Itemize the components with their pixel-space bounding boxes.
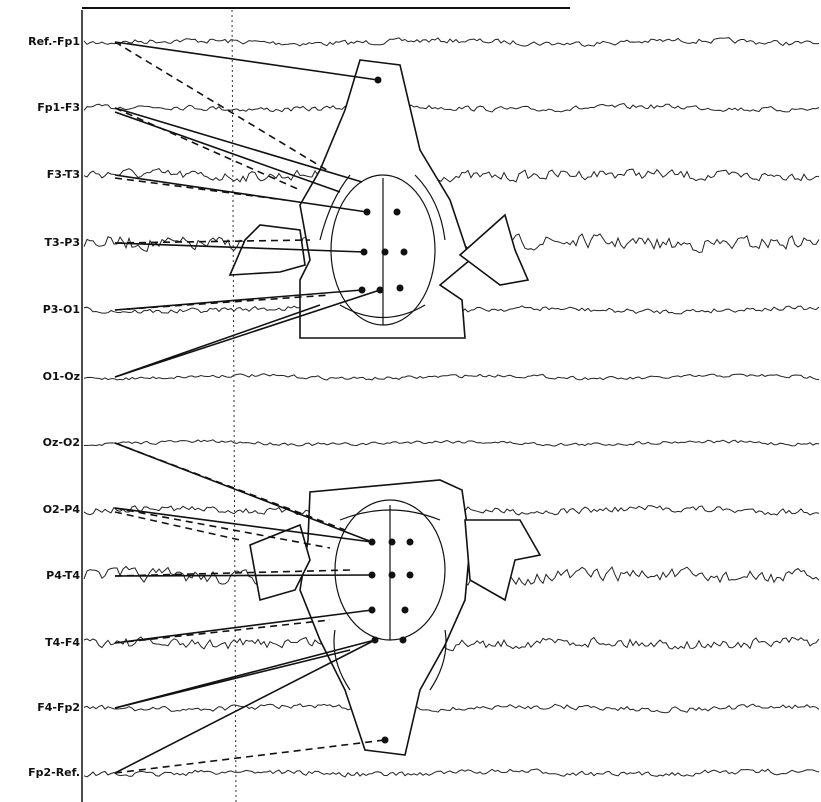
electrode xyxy=(369,572,376,579)
electrode xyxy=(377,287,384,294)
eeg-figure: Ref.-Fp1 Fp1-F3 F3-T3 T3-P3 P3-O1 O1-Oz Oz-O2 O… xyxy=(0,0,821,802)
electrode xyxy=(407,572,414,579)
electrode xyxy=(401,249,408,256)
channel-label: O1-Oz xyxy=(43,370,80,383)
channel-label: Fp2-Ref. xyxy=(28,766,80,779)
electrode xyxy=(375,77,382,84)
channel-label: Fp1-F3 xyxy=(37,101,80,114)
channel-label: P4-T4 xyxy=(46,569,80,582)
electrode xyxy=(389,539,396,546)
electrode xyxy=(400,637,407,644)
electrode xyxy=(402,607,409,614)
electrode xyxy=(364,209,371,216)
channel-label: T4-F4 xyxy=(45,636,80,649)
electrode xyxy=(407,539,414,546)
channel-label: Oz-O2 xyxy=(43,436,80,449)
electrode xyxy=(369,539,376,546)
channel-label: F3-T3 xyxy=(47,168,80,181)
electrode xyxy=(382,737,389,744)
electrode xyxy=(397,285,404,292)
electrode xyxy=(359,287,366,294)
electrode xyxy=(389,572,396,579)
channel-label: O2-P4 xyxy=(43,503,81,516)
electrode xyxy=(369,607,376,614)
electrode xyxy=(394,209,401,216)
electrode xyxy=(361,249,368,256)
electrode xyxy=(372,637,379,644)
channel-label: F4-Fp2 xyxy=(37,701,80,714)
channel-label: P3-O1 xyxy=(43,303,80,316)
electrode xyxy=(382,249,389,256)
channel-label: T3-P3 xyxy=(45,236,80,249)
channel-label: Ref.-Fp1 xyxy=(28,35,80,48)
